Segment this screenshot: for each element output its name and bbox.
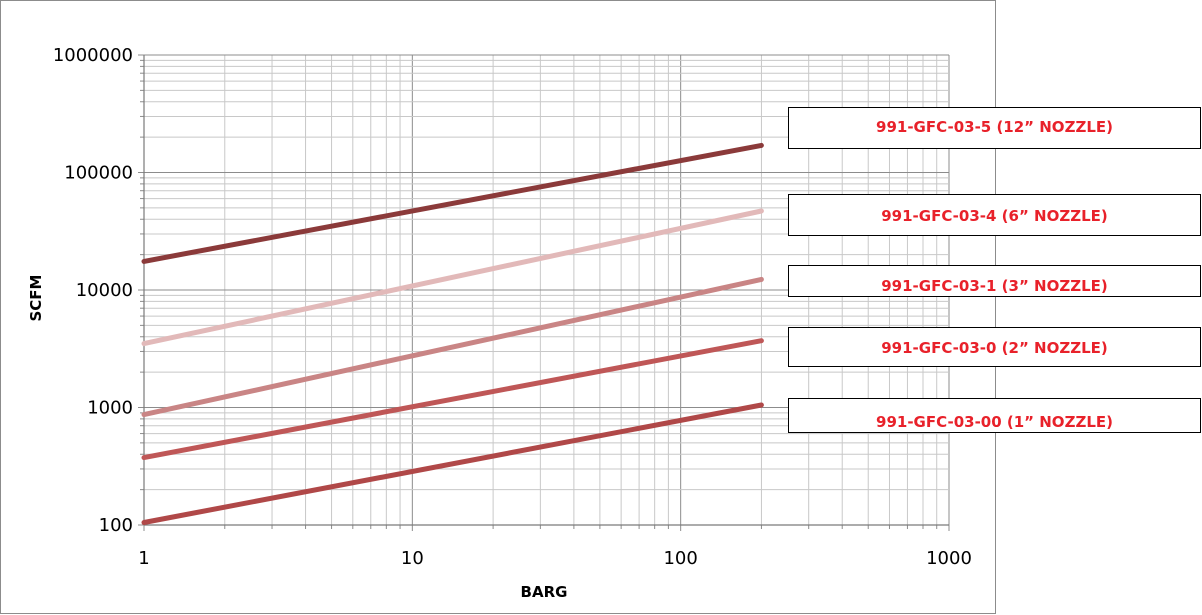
series-line-0 — [141, 142, 764, 264]
y-axis-title: SCFM — [27, 275, 45, 322]
series-lines — [141, 142, 764, 525]
x-tick-label: 100 — [663, 548, 697, 569]
x-tick-label: 10 — [401, 548, 424, 569]
y-tick-label: 10000 — [76, 280, 133, 301]
callout-1in-nozzle: 991-GFC-03-00 (1” NOZZLE) — [788, 398, 1201, 433]
series-line-2 — [141, 276, 764, 418]
series-line-3 — [141, 338, 764, 461]
series-line-1 — [141, 208, 764, 347]
chart-frame: 1 10 100 1000 100 1000 10000 100000 1000000 BARG… — [0, 0, 996, 614]
callout-6in-nozzle: 991-GFC-03-4 (6” NOZZLE) — [788, 194, 1201, 236]
callout-12in-nozzle: 991-GFC-03-5 (12” NOZZLE) — [788, 107, 1201, 149]
callout-3in-nozzle: 991-GFC-03-1 (3” NOZZLE) — [788, 265, 1201, 297]
x-tick-label: 1 — [138, 548, 149, 569]
y-tick-label: 1000000 — [53, 45, 133, 66]
series-line-4 — [141, 402, 764, 525]
y-tick-label: 100000 — [64, 163, 133, 184]
callout-2in-nozzle: 991-GFC-03-0 (2” NOZZLE) — [788, 327, 1201, 367]
chart-plot: 1 10 100 1000 100 1000 10000 100000 1000000 BARG… — [27, 45, 972, 601]
x-tick-label: 1000 — [926, 548, 972, 569]
x-axis-title: BARG — [521, 583, 568, 601]
tick-labels: 1 10 100 1000 100 1000 10000 100000 1000000 — [53, 45, 972, 569]
y-tick-label: 100 — [99, 515, 133, 536]
y-tick-label: 1000 — [87, 398, 133, 419]
